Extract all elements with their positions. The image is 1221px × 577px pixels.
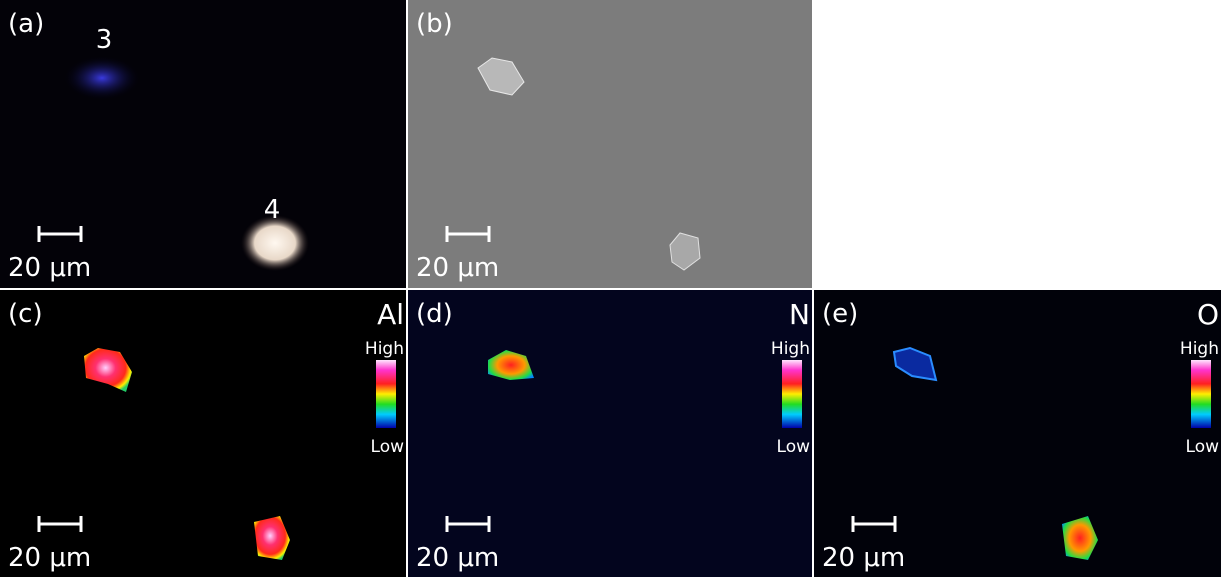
element-label: N: [789, 298, 810, 331]
colorbar-high: High: [1180, 339, 1219, 359]
colorbar: [782, 360, 802, 428]
colorbar-low: Low: [371, 437, 405, 457]
scale-bar-label: 20 μm: [416, 253, 499, 283]
element-label: Al: [377, 298, 404, 331]
particle: [64, 56, 140, 100]
scale-bar-label: 20 μm: [822, 543, 905, 573]
colorbar-high: High: [365, 339, 404, 359]
figure: (a)3420 μm(b)20 μm(c)AlHighLow20 μm(d)NH…: [0, 0, 1221, 577]
panel-label: (d): [416, 299, 453, 329]
panel-c: [0, 290, 406, 577]
scale-bar-label: 20 μm: [8, 543, 91, 573]
colorbar-high: High: [771, 339, 810, 359]
colorbar: [1191, 360, 1211, 428]
colorbar-low: Low: [1186, 437, 1220, 457]
panel-d: [408, 290, 812, 577]
scale-bar-label: 20 μm: [8, 253, 91, 283]
panel-e: [814, 290, 1221, 577]
panel-label: (a): [8, 9, 44, 39]
particle-label: 3: [96, 25, 113, 55]
panel-label: (e): [822, 299, 858, 329]
panel-label: (b): [416, 9, 453, 39]
panel-a: [0, 0, 406, 288]
element-label: O: [1197, 298, 1219, 331]
colorbar-low: Low: [777, 437, 811, 457]
colorbar: [376, 360, 396, 428]
particle-label: 4: [264, 195, 281, 225]
scale-bar-label: 20 μm: [416, 543, 499, 573]
panel-b: [408, 0, 812, 288]
panel-label: (c): [8, 299, 43, 329]
